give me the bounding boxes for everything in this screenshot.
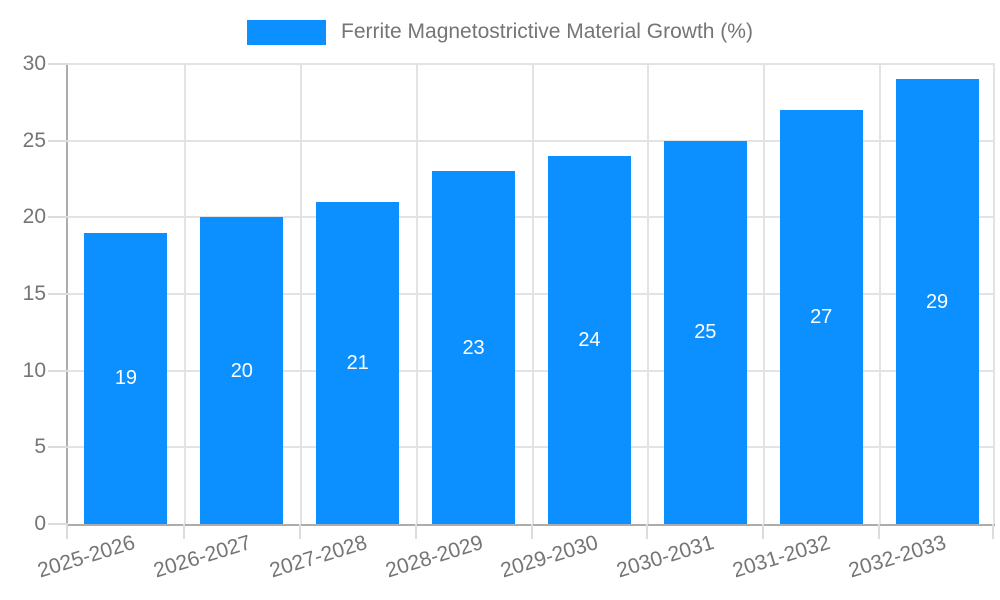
- bar-value-label: 24: [578, 329, 601, 351]
- bar: 20: [200, 217, 284, 524]
- y-tick: [48, 369, 68, 372]
- x-tick: [878, 524, 881, 539]
- x-tick: [992, 524, 994, 539]
- y-axis-label: 20: [22, 205, 46, 229]
- y-axis-label: 5: [34, 435, 46, 459]
- bar-value-label: 29: [925, 290, 949, 313]
- y-axis-label: 25: [22, 128, 46, 152]
- gridline-v: [993, 64, 995, 524]
- bar: 21: [316, 202, 400, 524]
- bar: 27: [779, 110, 863, 524]
- y-axis-label: 15: [22, 282, 46, 305]
- y-tick: [48, 216, 68, 219]
- gridline-v: [299, 64, 302, 524]
- y-tick: [48, 523, 68, 525]
- x-tick: [646, 524, 649, 539]
- bar: 24: [547, 156, 631, 524]
- bar-value-label: 20: [230, 359, 253, 382]
- bar-value-label: 23: [462, 336, 485, 359]
- gridline-v: [879, 64, 882, 524]
- y-axis-label: 10: [22, 358, 46, 382]
- y-axis-label: 30: [22, 52, 46, 75]
- x-tick: [66, 524, 68, 539]
- y-tick: [48, 63, 68, 65]
- gridline-v: [183, 64, 186, 524]
- legend-swatch-icon: [247, 19, 327, 45]
- bar: 29: [895, 79, 979, 524]
- x-tick: [182, 524, 185, 539]
- x-tick: [530, 524, 533, 539]
- plot-area: 19 20 21 23 24 25 27 29: [66, 63, 995, 526]
- y-tick: [48, 293, 68, 295]
- y-tick: [48, 139, 68, 142]
- bar: 25: [663, 140, 747, 524]
- bar-value-label: 25: [694, 321, 717, 344]
- y-axis-label: 0: [34, 512, 46, 535]
- bar: 23: [432, 171, 516, 524]
- bar-value-label: 19: [114, 367, 138, 390]
- legend-item[interactable]: Ferrite Magnetostrictive Material Growth…: [0, 19, 1000, 45]
- x-tick: [414, 524, 417, 539]
- gridline-v: [647, 64, 650, 524]
- gridline-v: [763, 64, 766, 524]
- bar-value-label: 21: [346, 352, 369, 374]
- bar-value-label: 27: [810, 306, 833, 328]
- x-tick: [762, 524, 765, 539]
- x-tick: [298, 524, 301, 539]
- y-tick: [48, 446, 68, 449]
- gridline-v: [415, 64, 418, 524]
- gridline-v: [531, 64, 534, 524]
- legend-label: Ferrite Magnetostrictive Material Growth…: [341, 20, 753, 43]
- bar: 19: [84, 232, 168, 524]
